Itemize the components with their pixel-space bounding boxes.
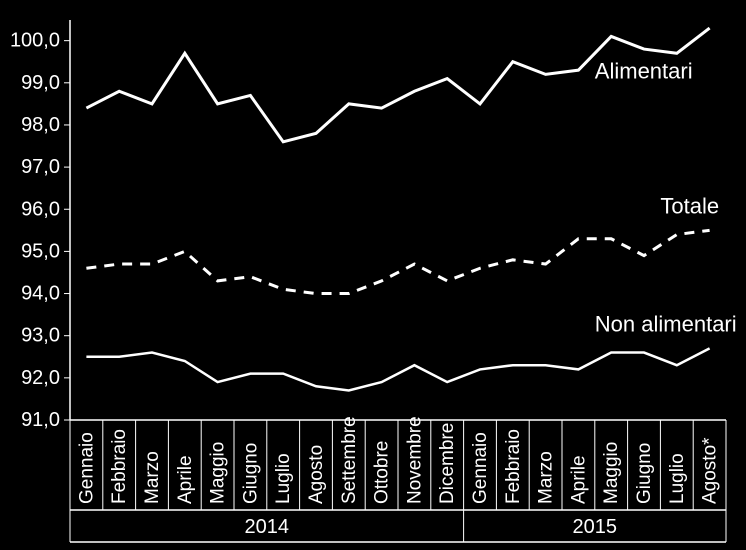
x-month-label: Febbraio [503,429,524,504]
x-month-label: Agosto [306,445,327,504]
x-month-label: Marzo [536,451,557,504]
x-month-label: Ottobre [372,441,393,504]
y-tick-label: 98,0 [21,114,60,136]
x-month-label: Novembre [404,416,425,504]
x-month-label: Luglio [273,453,294,504]
x-month-label: Marzo [142,451,163,504]
x-month-label: Maggio [601,442,622,504]
series-label-Alimentari: Alimentari [595,59,693,84]
x-month-label: Maggio [208,442,229,504]
y-tick-label: 99,0 [21,72,60,94]
x-month-label: Gennaio [76,432,97,504]
x-month-label: Aprile [175,455,196,504]
x-month-label: Dicembre [437,423,458,504]
x-month-label: Giugno [240,443,261,504]
x-month-label: Luglio [667,453,688,504]
x-month-label: Febbraio [109,429,130,504]
x-month-label: Settembre [339,416,360,504]
x-month-label: Gennaio [470,432,491,504]
x-month-label: Giugno [634,443,655,504]
series-label-NonAlimentari: Non alimentari [595,311,737,336]
y-tick-label: 93,0 [21,325,60,347]
line-chart: 91,0 92,0 93,0 94,0 95,0 96,0 97,0 98,0 99,0 100,… [0,0,746,550]
x-month-label: Agosto* [700,437,721,504]
x-year-label: 2015 [573,516,618,538]
y-tick-label: 92,0 [21,367,60,389]
y-tick-label: 95,0 [21,240,60,262]
y-tick-label: 97,0 [21,156,60,178]
series-label-Totale: Totale [660,193,719,218]
y-tick-label: 96,0 [21,198,60,220]
y-tick-label: 100,0 [10,30,60,52]
y-tick-label: 91,0 [21,409,60,431]
y-tick-label: 94,0 [21,283,60,305]
x-year-label: 2014 [245,516,290,538]
x-month-label: Aprile [568,455,589,504]
